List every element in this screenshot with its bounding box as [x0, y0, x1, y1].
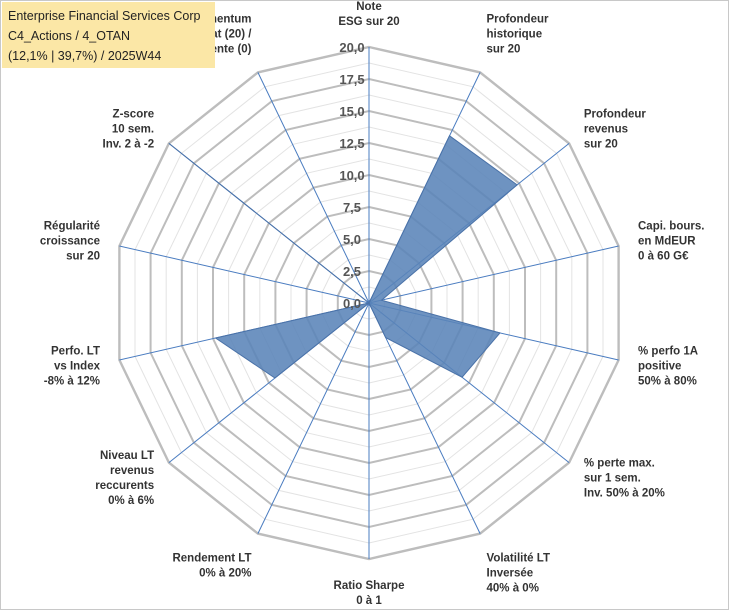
tick-label: 15,0 [339, 104, 364, 119]
category-label: 0 à 60 G€ [638, 251, 689, 263]
category-label: 0% à 20% [199, 567, 251, 579]
tick-label: 10,0 [339, 168, 364, 183]
category-label: vs Index [54, 360, 101, 372]
category-label: Profondeur [584, 108, 646, 120]
category-label: Régularité [44, 221, 100, 233]
category-label: % perfo 1A [638, 345, 698, 357]
category-label: revenus [584, 123, 628, 135]
category-label: reccurents [95, 480, 154, 492]
tick-label: 5,0 [343, 232, 361, 247]
category-label: Profondeur [487, 14, 549, 26]
axis-spoke [368, 302, 481, 534]
tick-label: 2,5 [343, 264, 361, 279]
category-label: 10 sem. [112, 123, 154, 135]
category-label: en MdEUR [638, 236, 696, 248]
company-name: Enterprise Financial Services Corp [8, 9, 201, 23]
category-label: Inv. 2 à -2 [103, 138, 155, 150]
category-label: Z-score [113, 108, 155, 120]
category-label: Niveau LT [100, 450, 154, 462]
category-label: sur 20 [487, 44, 521, 56]
axis-spoke [257, 72, 370, 304]
category-label: 0% à 6% [108, 495, 154, 507]
category-label: Vente (0) [204, 44, 252, 56]
category-label: Volatilité LT [487, 552, 550, 564]
tick-label: 20,0 [339, 40, 364, 55]
tick-label: 17,5 [339, 72, 364, 87]
category-label: Capi. bours. [638, 221, 704, 233]
category-label: % perte max. [584, 458, 655, 470]
category-label: sur 20 [584, 138, 618, 150]
category-label: sur 1 sem. [584, 473, 641, 485]
performance-summary: (12,1% | 39,7%) / 2025W44 [8, 49, 162, 63]
category-label: revenus [110, 465, 154, 477]
axis-spoke [257, 302, 370, 534]
category-label: ESG sur 20 [338, 16, 399, 28]
series-area [168, 135, 518, 379]
tick-label: 0,0 [343, 296, 361, 311]
category-label: 40% à 0% [487, 582, 539, 594]
category-label: -8% à 12% [44, 375, 100, 387]
category-label: 0 à 1 [356, 595, 382, 607]
category-label: positive [638, 360, 681, 372]
category-label: Note [356, 1, 382, 13]
category-label: Perfo. LT [51, 345, 100, 357]
category-label: Inv. 50% à 20% [584, 488, 665, 500]
portfolio-code: C4_Actions / 4_OTAN [8, 29, 131, 43]
category-label: historique [487, 29, 543, 41]
axis-spoke [368, 245, 619, 304]
category-label: 50% à 80% [638, 375, 697, 387]
category-label: sur 20 [66, 251, 100, 263]
tick-label: 12,5 [339, 136, 364, 151]
category-label: croissance [40, 236, 100, 248]
tick-label: 7,5 [343, 200, 361, 215]
category-label: Inversée [487, 567, 534, 579]
category-label: Ratio Sharpe [334, 580, 405, 592]
category-label: Rendement LT [172, 552, 251, 564]
chart-header: Enterprise Financial Services Corp C4_Ac… [2, 2, 215, 68]
axis-spoke [119, 245, 370, 304]
